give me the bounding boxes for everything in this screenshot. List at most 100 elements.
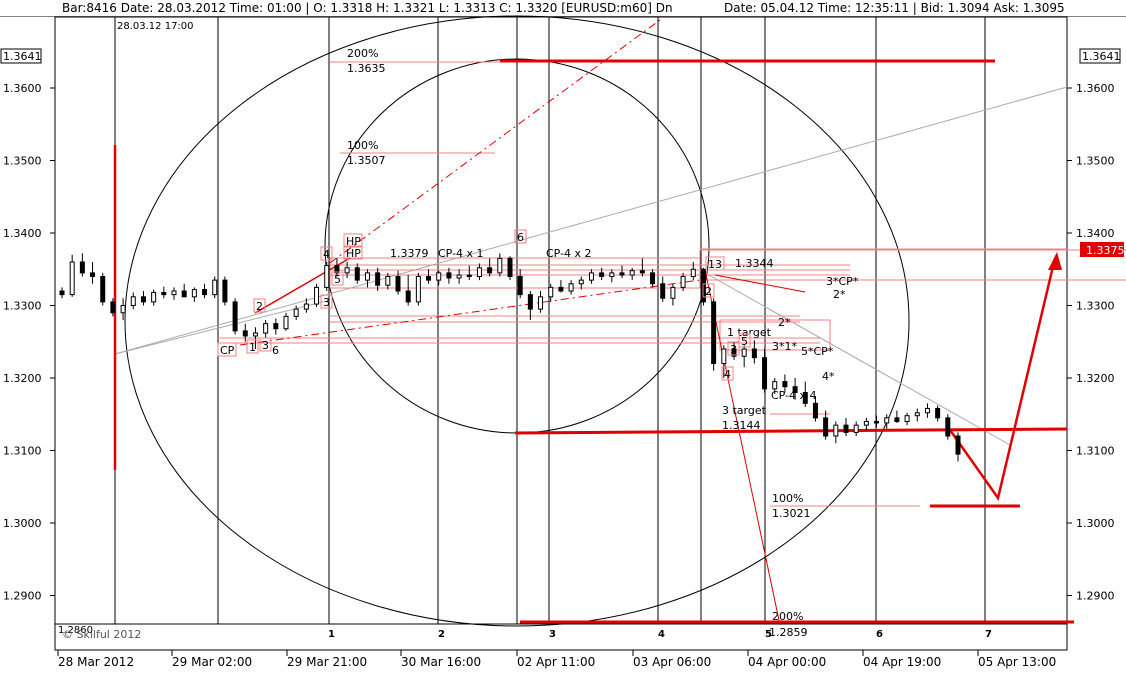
annotation-box [331, 271, 344, 286]
red-line-short [714, 274, 806, 293]
y-tick-label-left: 1.3000 [3, 517, 42, 530]
candle-body [314, 286, 320, 305]
annotation-lvl100bot: 100% [772, 492, 803, 505]
annotation-box [721, 366, 734, 381]
candle-body [283, 315, 289, 330]
candle-body [782, 381, 788, 388]
candle-body [324, 265, 330, 288]
annotation-lvl200bot: 200% [772, 610, 803, 623]
candle-body [639, 270, 645, 274]
candle-body [792, 386, 798, 394]
annotation-star31: 3*1* [772, 340, 797, 353]
annotation-star5cp: 5*CP* [801, 345, 834, 358]
candle-body [629, 270, 635, 276]
candle-body [242, 330, 248, 337]
annotation-box [727, 341, 740, 356]
candle-body [507, 257, 513, 277]
candle-body [344, 267, 350, 274]
candle-body [354, 267, 360, 281]
y-tick-label-right: 1.3200 [1076, 372, 1115, 385]
annotation-box [738, 333, 751, 348]
candle-body [721, 348, 727, 364]
price-box-left-text: 1.3641 [3, 50, 42, 63]
y-tick-label-right: 1.3000 [1076, 517, 1115, 530]
candle-body [690, 268, 696, 277]
annotation-target3: 3 target [722, 404, 767, 417]
annotation-lvl200top_v: 1.3635 [347, 62, 386, 75]
x-tick-label: 05 Apr 13:00 [978, 655, 1056, 669]
arrow-head [1048, 252, 1062, 270]
price-box-right [1079, 48, 1121, 64]
annotation-p1379: 1.3379 [390, 247, 429, 260]
y-tick-label-left: 1.3300 [3, 300, 42, 313]
candle-body [202, 289, 208, 296]
candle-body [385, 276, 391, 286]
candle-body [375, 272, 381, 286]
candle-body [894, 417, 900, 422]
candle-body [466, 274, 472, 277]
candle-body [476, 267, 482, 277]
candle-body [751, 348, 757, 359]
annotation-cp4x2: CP-4 x 2 [546, 247, 592, 260]
candle-body [670, 286, 676, 299]
copyright: © Skilful 2012 [62, 628, 141, 641]
candle-body [161, 291, 167, 296]
current-price-label: 1.3375 [1086, 244, 1125, 257]
candle-body [69, 261, 75, 296]
candle-body [823, 417, 829, 437]
pattern-box [719, 319, 831, 351]
candle-body [802, 392, 808, 404]
candle-body [812, 402, 818, 419]
x-tick-label: 04 Apr 00:00 [748, 655, 826, 669]
y-tick-label-left: 1.3500 [3, 155, 42, 168]
dashed-projection [329, 19, 661, 264]
trend-line-grey [114, 86, 1068, 355]
candle-body [711, 301, 717, 364]
candle-body [731, 348, 737, 357]
candle-body [558, 286, 564, 292]
bar-info: Bar:8416 Date: 28.03.2012 Time: 01:00 | … [62, 1, 673, 15]
candle-body [263, 323, 269, 334]
annotation-box [343, 233, 363, 248]
candle-body [568, 283, 574, 292]
annotation-star4: 4* [822, 370, 835, 383]
price-box-left [0, 48, 42, 64]
candle-body [599, 272, 605, 277]
candle-body [181, 290, 187, 298]
annotation-box [702, 283, 715, 298]
annotation-box [514, 229, 527, 244]
candle-body [548, 286, 554, 298]
candle-body [100, 276, 106, 303]
cycle-number: 2 [438, 629, 445, 640]
candle-body [364, 272, 370, 281]
annotation-cpa: CP [220, 344, 235, 357]
price-box-right-text: 1.3641 [1082, 50, 1121, 63]
annotation-lvl200top: 200% [347, 47, 378, 60]
plot-frame [54, 16, 1068, 651]
annotation-n1a: 1 [249, 341, 256, 354]
candle-body [538, 296, 544, 310]
cycle-number: 1 [328, 629, 335, 640]
y-tick-label-right: 1.3400 [1076, 227, 1115, 240]
candle-body [303, 303, 309, 310]
candle-body [741, 348, 747, 357]
candle-body [171, 290, 177, 296]
annotation-box [253, 298, 266, 313]
candle-body [924, 407, 930, 414]
candle-body [487, 267, 493, 274]
annotation-box [246, 339, 259, 354]
top-time-label: 28.03.12 17:00 [117, 21, 194, 32]
trend-line-grey-3 [699, 269, 1011, 446]
cycle-number: 5 [765, 629, 772, 640]
annotation-box [217, 342, 237, 357]
annotation-n3c: 3 [730, 343, 737, 356]
candle-body [578, 279, 584, 285]
annotation-star2a: 2* [833, 288, 846, 301]
y-tick-label-right: 1.3300 [1076, 300, 1115, 313]
y-tick-label-left: 1.3200 [3, 372, 42, 385]
candle-body [650, 272, 656, 285]
red-support-line [514, 427, 1068, 435]
annotation-n6: 6 [517, 231, 524, 244]
annotation-lvl100top: 100% [347, 139, 378, 152]
